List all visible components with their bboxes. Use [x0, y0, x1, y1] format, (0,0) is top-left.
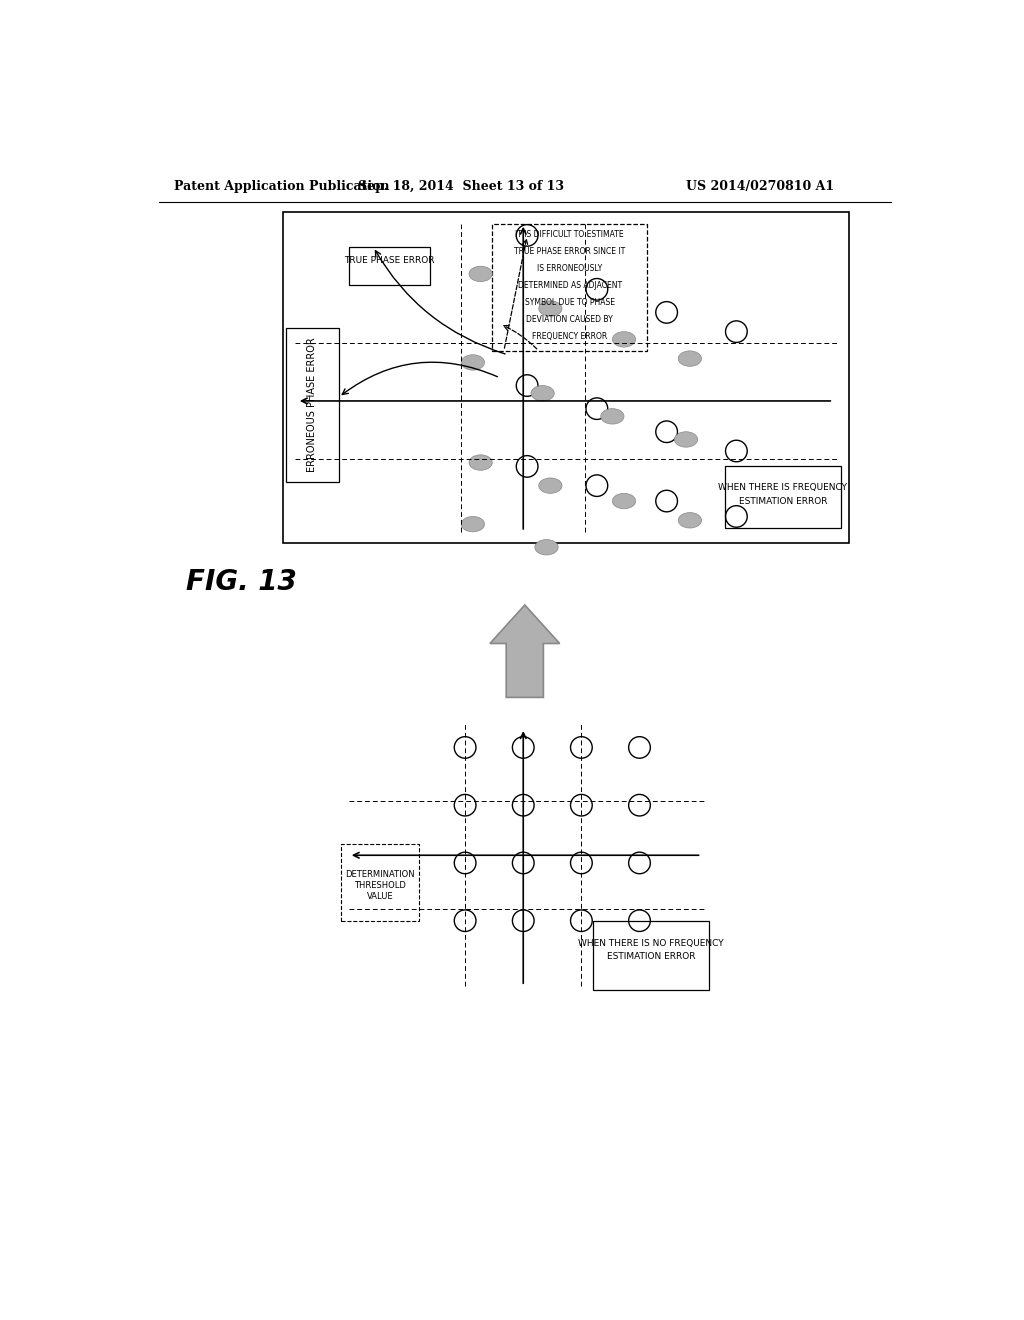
Text: FIG. 13: FIG. 13 [186, 568, 297, 595]
Text: WHEN THERE IS FREQUENCY: WHEN THERE IS FREQUENCY [719, 483, 848, 492]
Text: FREQUENCY ERROR: FREQUENCY ERROR [532, 331, 607, 341]
Text: ERRONEOUS PHASE ERROR: ERRONEOUS PHASE ERROR [307, 338, 317, 473]
Text: DETERMINED AS ADJACENT: DETERMINED AS ADJACENT [518, 281, 622, 290]
FancyBboxPatch shape [493, 224, 647, 351]
Text: SYMBOL DUE TO PHASE: SYMBOL DUE TO PHASE [524, 298, 614, 306]
FancyBboxPatch shape [283, 213, 849, 544]
Text: IS ERRONEOUSLY: IS ERRONEOUSLY [538, 264, 602, 273]
Ellipse shape [469, 455, 493, 470]
Ellipse shape [539, 478, 562, 494]
Ellipse shape [461, 516, 484, 532]
Ellipse shape [678, 351, 701, 367]
FancyArrow shape [489, 605, 560, 697]
Text: THRESHOLD: THRESHOLD [354, 880, 406, 890]
FancyBboxPatch shape [286, 327, 339, 482]
Text: TRUE PHASE ERROR SINCE IT: TRUE PHASE ERROR SINCE IT [514, 247, 626, 256]
FancyBboxPatch shape [725, 466, 841, 528]
FancyBboxPatch shape [593, 921, 710, 990]
Ellipse shape [601, 409, 624, 424]
Text: DEVIATION CAUSED BY: DEVIATION CAUSED BY [526, 315, 613, 323]
Text: DETERMINATION: DETERMINATION [345, 870, 415, 879]
Text: WHEN THERE IS NO FREQUENCY: WHEN THERE IS NO FREQUENCY [579, 939, 724, 948]
Ellipse shape [675, 432, 697, 447]
Text: Sep. 18, 2014  Sheet 13 of 13: Sep. 18, 2014 Sheet 13 of 13 [358, 181, 564, 194]
Ellipse shape [469, 267, 493, 281]
Ellipse shape [461, 355, 484, 370]
Ellipse shape [535, 540, 558, 554]
Ellipse shape [612, 494, 636, 508]
Text: VALUE: VALUE [367, 891, 393, 900]
FancyBboxPatch shape [341, 843, 419, 921]
Text: US 2014/0270810 A1: US 2014/0270810 A1 [686, 181, 835, 194]
Ellipse shape [678, 512, 701, 528]
Ellipse shape [612, 331, 636, 347]
Text: ESTIMATION ERROR: ESTIMATION ERROR [607, 953, 695, 961]
Text: IT IS DIFFICULT TO ESTIMATE: IT IS DIFFICULT TO ESTIMATE [515, 230, 624, 239]
Text: TRUE PHASE ERROR: TRUE PHASE ERROR [344, 256, 435, 265]
Text: ESTIMATION ERROR: ESTIMATION ERROR [738, 496, 827, 506]
FancyBboxPatch shape [349, 247, 430, 285]
Text: Patent Application Publication: Patent Application Publication [174, 181, 390, 194]
Ellipse shape [531, 385, 554, 401]
Ellipse shape [539, 301, 562, 317]
